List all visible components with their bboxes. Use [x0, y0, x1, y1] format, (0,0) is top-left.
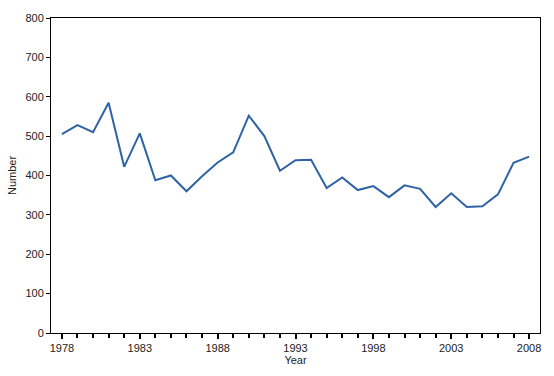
svg-text:2008: 2008 — [517, 342, 541, 354]
svg-text:600: 600 — [25, 91, 43, 103]
svg-text:300: 300 — [25, 209, 43, 221]
svg-text:1988: 1988 — [205, 342, 229, 354]
svg-text:400: 400 — [25, 169, 43, 181]
svg-text:1998: 1998 — [361, 342, 385, 354]
svg-text:100: 100 — [25, 287, 43, 299]
svg-text:700: 700 — [25, 51, 43, 63]
svg-text:200: 200 — [25, 248, 43, 260]
svg-text:800: 800 — [25, 12, 43, 24]
svg-text:Year: Year — [284, 354, 307, 366]
svg-text:500: 500 — [25, 130, 43, 142]
svg-text:Number: Number — [6, 156, 18, 195]
svg-text:1978: 1978 — [50, 342, 74, 354]
svg-text:2003: 2003 — [439, 342, 463, 354]
svg-text:1993: 1993 — [283, 342, 307, 354]
svg-text:1983: 1983 — [128, 342, 152, 354]
svg-text:0: 0 — [38, 327, 44, 339]
